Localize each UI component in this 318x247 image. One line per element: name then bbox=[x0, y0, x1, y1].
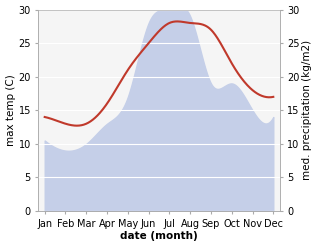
Y-axis label: max temp (C): max temp (C) bbox=[5, 74, 16, 146]
Y-axis label: med. precipitation (kg/m2): med. precipitation (kg/m2) bbox=[302, 40, 313, 180]
X-axis label: date (month): date (month) bbox=[120, 231, 198, 242]
